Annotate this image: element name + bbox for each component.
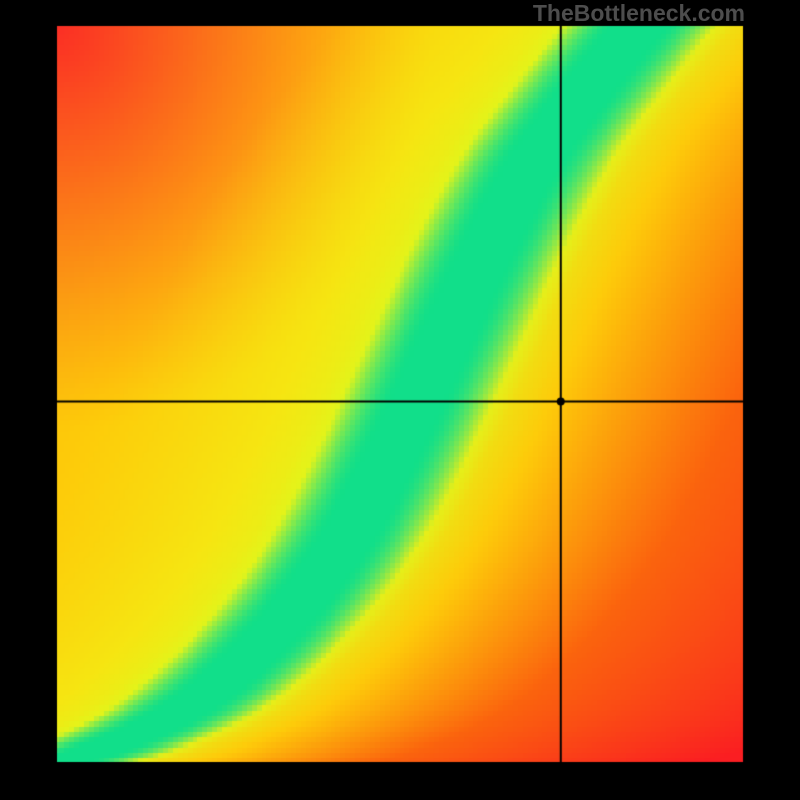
watermark-text: TheBottleneck.com (533, 0, 745, 27)
bottleneck-heatmap (55, 24, 745, 764)
